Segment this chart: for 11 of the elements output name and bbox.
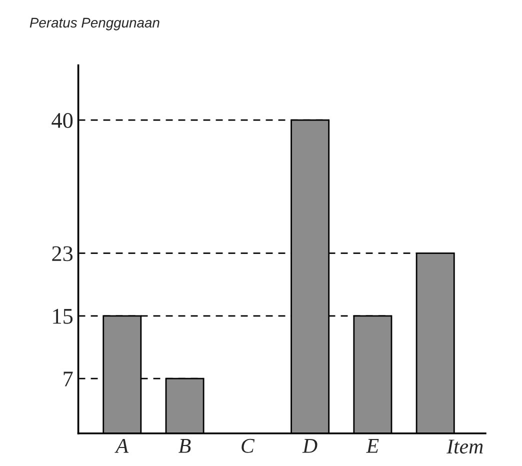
y-tick-label: 15 (53, 308, 73, 324)
x-tick-label: A (114, 438, 129, 453)
y-tick-label: 40 (52, 113, 73, 128)
x-axis-title: Item (446, 440, 483, 454)
y-tick-label: 7 (64, 372, 73, 386)
y-tick-label: 23 (52, 246, 73, 262)
x-tick-label: E (366, 439, 379, 453)
chart-title: Peratus Penggunaan (30, 18, 160, 30)
x-tick-label: D (302, 439, 318, 453)
x-tick-label: B (178, 439, 191, 453)
x-tick-label: C (242, 438, 255, 453)
